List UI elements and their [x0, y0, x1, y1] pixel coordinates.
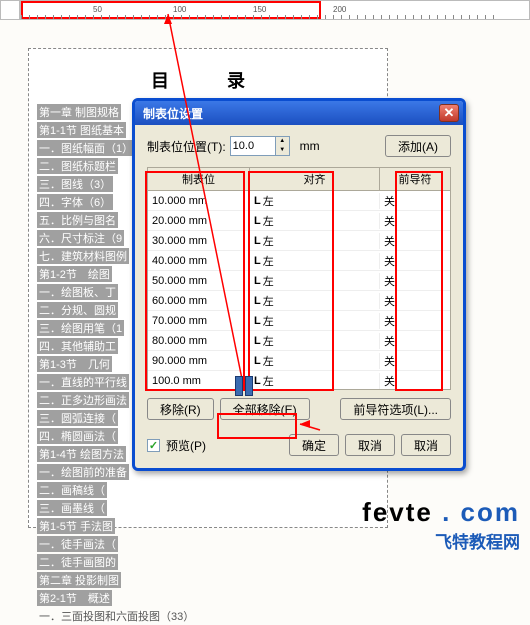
logo-chinese: 飞特教程网 [362, 528, 520, 553]
toc-line: 第二章 投影制图 [29, 571, 387, 589]
toc-line: 二．画稿线（ [29, 481, 387, 499]
tab-stop-row[interactable]: 10.000 mmL左关 [148, 191, 450, 211]
add-button[interactable]: 添加(A) [385, 135, 451, 157]
ok-button[interactable]: 确定 [289, 434, 339, 456]
tab-stop-row[interactable]: 50.000 mmL左关 [148, 271, 450, 291]
preview-checkbox[interactable]: ✓ [147, 439, 160, 452]
toc-line: 三．画墨线（ [29, 499, 387, 517]
leader-options-button[interactable]: 前导符选项(L)... [340, 398, 451, 420]
cancel-button[interactable]: 取消 [345, 434, 395, 456]
preview-label: 预览(P) [166, 437, 206, 454]
tab-position-label: 制表位位置(T): [147, 138, 226, 155]
tab-stops-dialog: 制表位设置 ✕ 制表位位置(T): ▲ ▼ mm 添加(A) 制表位 对齐 前导… [132, 98, 466, 471]
remove-button[interactable]: 移除(R) [147, 398, 214, 420]
tab-stop-row[interactable]: 20.000 mmL左关 [148, 211, 450, 231]
cancel2-button[interactable]: 取消 [401, 434, 451, 456]
tab-stop-row[interactable]: 90.000 mmL左关 [148, 351, 450, 371]
tab-position-row: 制表位位置(T): ▲ ▼ mm 添加(A) [147, 135, 451, 157]
remove-all-button[interactable]: 全部移除(E) [220, 398, 310, 420]
ruler-corner [0, 0, 20, 20]
tab-stop-row[interactable]: 80.000 mmL左关 [148, 331, 450, 351]
spinner-down-icon[interactable]: ▼ [276, 146, 289, 155]
tab-stop-row[interactable]: 70.000 mmL左关 [148, 311, 450, 331]
tab-stop-row[interactable]: 30.000 mmL左关 [148, 231, 450, 251]
spinner: ▲ ▼ [275, 137, 289, 155]
toc-line: 二．徒手画图的 [29, 553, 387, 571]
footer-logo: fevte . com 飞特教程网 [362, 497, 520, 553]
toc-line: 一．三面投图和六面投图（33） [29, 607, 387, 625]
col-header-position[interactable]: 制表位 [148, 168, 250, 190]
col-header-align[interactable]: 对齐 [250, 168, 380, 190]
toc-line: 一．徒手画法（ [29, 535, 387, 553]
ruler-area: 50100150200 [0, 0, 530, 20]
column-resize-handle[interactable] [235, 376, 261, 396]
tab-stop-row[interactable]: 40.000 mmL左关 [148, 251, 450, 271]
dialog-title: 制表位设置 [143, 105, 203, 122]
tab-stop-row[interactable]: 60.000 mmL左关 [148, 291, 450, 311]
tab-position-input-wrap: ▲ ▼ [230, 136, 290, 156]
toc-line: 第2-1节 概述 [29, 589, 387, 607]
page-title: 目 录 [29, 49, 387, 103]
spinner-up-icon[interactable]: ▲ [276, 137, 289, 146]
logo-latin: fevte . com [362, 497, 520, 528]
ruler-highlight [21, 1, 321, 19]
close-button[interactable]: ✕ [439, 104, 459, 122]
tab-stops-grid[interactable]: 10.000 mmL左关20.000 mmL左关30.000 mmL左关40.0… [147, 190, 451, 390]
col-header-leader[interactable]: 前导符 [380, 168, 450, 190]
dialog-titlebar[interactable]: 制表位设置 ✕ [135, 101, 463, 125]
unit-label: mm [294, 139, 326, 153]
tab-stop-row[interactable]: 100.0 mmL左关 [148, 371, 450, 390]
horizontal-ruler[interactable]: 50100150200 [20, 0, 530, 20]
close-icon: ✕ [444, 105, 455, 121]
grid-header: 制表位 对齐 前导符 [147, 167, 451, 190]
toc-line: 第1-5节 手法图 [29, 517, 387, 535]
tab-position-input[interactable] [231, 140, 275, 152]
